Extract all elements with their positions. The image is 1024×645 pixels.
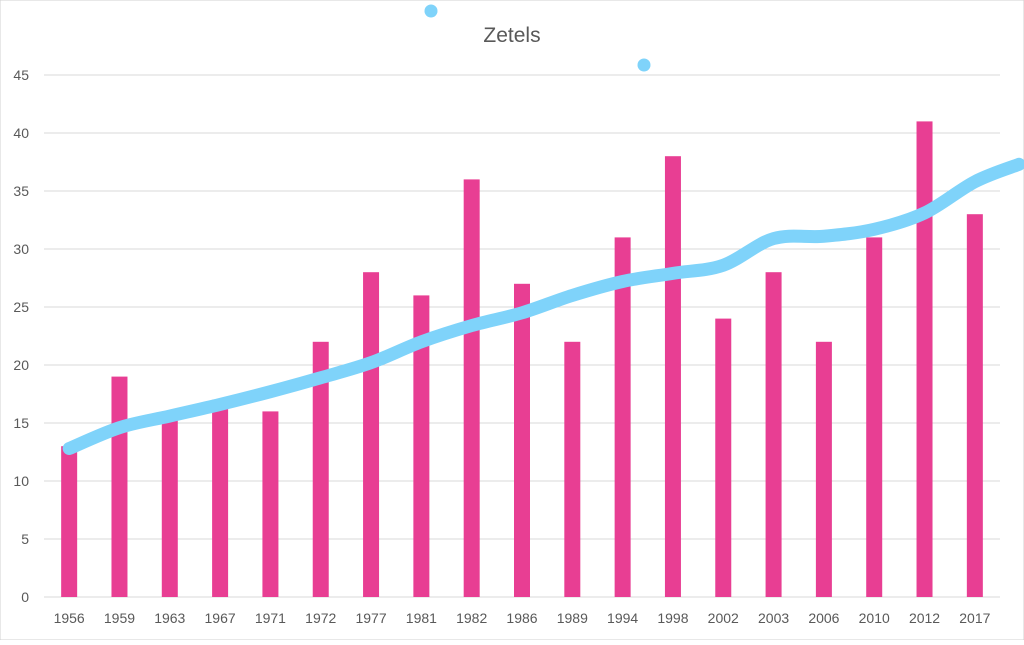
y-tick-label-5: 5 — [21, 531, 29, 547]
x-tick-label-2017: 2017 — [959, 610, 990, 626]
y-tick-label-0: 0 — [21, 589, 29, 605]
x-tick-label-1977: 1977 — [355, 610, 386, 626]
legend-dot-top — [425, 5, 438, 18]
bar-2006 — [816, 342, 832, 597]
bar-2002 — [715, 319, 731, 597]
x-tick-label-1959: 1959 — [104, 610, 135, 626]
x-tick-label-1986: 1986 — [506, 610, 537, 626]
bar-1956 — [61, 446, 77, 597]
x-tick-label-1971: 1971 — [255, 610, 286, 626]
chart-title: Zetels — [483, 24, 540, 47]
bar-1959 — [111, 377, 127, 597]
x-tick-label-2003: 2003 — [758, 610, 789, 626]
bar-2003 — [766, 272, 782, 597]
x-tick-label-2012: 2012 — [909, 610, 940, 626]
bar-1989 — [564, 342, 580, 597]
y-tick-label-30: 30 — [13, 241, 29, 257]
bar-1963 — [162, 411, 178, 597]
bar-1986 — [514, 284, 530, 597]
bar-1982 — [464, 179, 480, 597]
legend-dot-right — [638, 59, 651, 72]
x-tick-label-1994: 1994 — [607, 610, 638, 626]
x-tick-label-1981: 1981 — [406, 610, 437, 626]
bar-1977 — [363, 272, 379, 597]
bar-1971 — [262, 411, 278, 597]
bar-1994 — [615, 237, 631, 597]
x-tick-label-2010: 2010 — [859, 610, 890, 626]
x-tick-label-2002: 2002 — [708, 610, 739, 626]
y-tick-label-45: 45 — [13, 67, 29, 83]
x-tick-label-1967: 1967 — [205, 610, 236, 626]
bar-2017 — [967, 214, 983, 597]
x-tick-label-2006: 2006 — [808, 610, 839, 626]
bar-1967 — [212, 400, 228, 597]
y-tick-label-25: 25 — [13, 299, 29, 315]
y-tick-label-35: 35 — [13, 183, 29, 199]
bar-2012 — [917, 121, 933, 597]
x-tick-label-1982: 1982 — [456, 610, 487, 626]
x-tick-label-1989: 1989 — [557, 610, 588, 626]
y-tick-label-20: 20 — [13, 357, 29, 373]
y-tick-label-40: 40 — [13, 125, 29, 141]
x-tick-label-1998: 1998 — [657, 610, 688, 626]
x-tick-label-1963: 1963 — [154, 610, 185, 626]
y-tick-label-15: 15 — [13, 415, 29, 431]
y-tick-label-10: 10 — [13, 473, 29, 489]
bar-2010 — [866, 237, 882, 597]
x-tick-label-1956: 1956 — [54, 610, 85, 626]
bar-1998 — [665, 156, 681, 597]
x-tick-label-1972: 1972 — [305, 610, 336, 626]
